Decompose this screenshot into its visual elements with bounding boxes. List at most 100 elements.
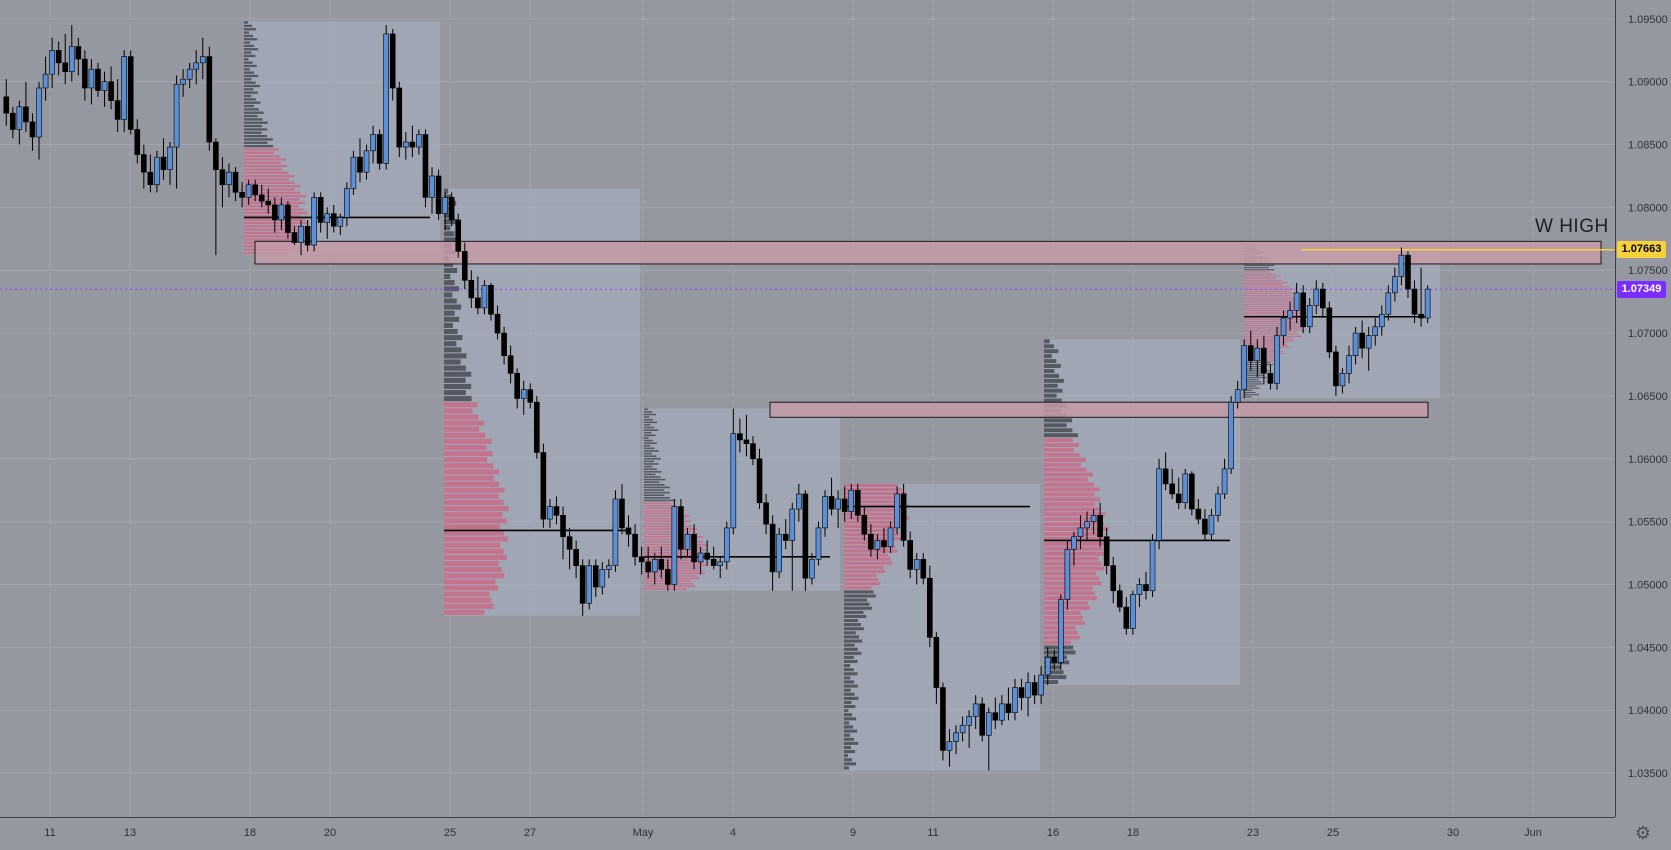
volume-profile-bar bbox=[844, 483, 898, 488]
volume-profile-bar bbox=[444, 451, 493, 457]
gear-icon[interactable]: ⚙ bbox=[1634, 823, 1652, 843]
bullish-candle bbox=[1352, 332, 1359, 357]
bearish-candle bbox=[291, 232, 298, 243]
volume-profile-bar bbox=[644, 450, 659, 452]
volume-profile-bar bbox=[1244, 370, 1270, 372]
volume-profile-bar bbox=[1044, 556, 1099, 561]
volume-profile-bar bbox=[1044, 457, 1086, 462]
volume-profile-bar bbox=[844, 659, 858, 664]
bullish-candle bbox=[154, 156, 160, 186]
volume-profile-bar bbox=[244, 44, 255, 48]
bearish-candle bbox=[560, 515, 566, 538]
volume-profile-bar bbox=[244, 181, 295, 185]
bearish-candle bbox=[750, 443, 756, 460]
bearish-candle bbox=[475, 297, 481, 309]
volume-profile-bar bbox=[1244, 320, 1304, 323]
bullish-candle bbox=[599, 569, 606, 588]
price-chart[interactable] bbox=[0, 0, 1615, 817]
bullish-candle bbox=[173, 83, 180, 148]
volume-profile-bar bbox=[644, 585, 696, 588]
volume-profile-bar bbox=[644, 408, 649, 411]
volume-profile-bar bbox=[844, 750, 856, 754]
volume-profile-bar bbox=[444, 347, 462, 353]
price-tick-label: 1.07000 bbox=[1628, 328, 1668, 340]
bearish-candle bbox=[534, 401, 540, 453]
volume-profile-bar bbox=[444, 554, 507, 560]
volume-profile-bar bbox=[244, 91, 258, 94]
bullish-candle bbox=[1064, 548, 1071, 600]
volume-profile-bar bbox=[244, 195, 306, 198]
bearish-candle bbox=[658, 559, 665, 570]
volume-profile-bar bbox=[444, 457, 488, 463]
volume-profile-bar bbox=[1044, 670, 1064, 675]
bearish-candle bbox=[285, 204, 291, 233]
bearish-candle bbox=[710, 559, 717, 566]
bearish-candle bbox=[127, 56, 134, 130]
volume-profile-bar bbox=[844, 590, 874, 594]
bearish-candle bbox=[665, 569, 671, 585]
bullish-candle bbox=[776, 533, 782, 573]
volume-profile-bar bbox=[844, 606, 872, 610]
bullish-candle bbox=[1306, 305, 1313, 328]
time-axis[interactable]: 11 13 18 20 25 27 May 4 9 11 16 18 23 25 30 Jun bbox=[0, 817, 1615, 845]
price-axis[interactable]: 1.09500 1.09000 1.08500 1.08000 1.07500 1.070… bbox=[1615, 0, 1671, 817]
volume-profile-bar bbox=[444, 463, 494, 469]
volume-profile-bar bbox=[244, 118, 263, 121]
volume-profile-bar bbox=[1244, 368, 1267, 370]
volume-profile-bar bbox=[1244, 269, 1275, 271]
bullish-candle bbox=[1215, 493, 1221, 516]
volume-profile-bar bbox=[1244, 363, 1274, 366]
volume-profile-bar bbox=[644, 497, 670, 499]
bullish-candle bbox=[717, 561, 724, 566]
bullish-candle bbox=[16, 106, 23, 130]
volume-profile-bar bbox=[844, 655, 854, 659]
bearish-candle bbox=[330, 213, 337, 227]
volume-profile-bar bbox=[844, 672, 858, 676]
bearish-candle bbox=[494, 313, 501, 334]
volume-profile-bar bbox=[1044, 561, 1102, 566]
bearish-candle bbox=[219, 169, 226, 186]
volume-profile-bar bbox=[1244, 340, 1295, 342]
bullish-candle bbox=[822, 496, 828, 529]
volume-profile-bar bbox=[644, 463, 659, 465]
bullish-candle bbox=[278, 204, 285, 221]
bullish-candle bbox=[1208, 515, 1215, 535]
volume-profile-bar bbox=[1044, 452, 1080, 457]
bearish-candle bbox=[1169, 483, 1175, 495]
volume-profile-bar bbox=[244, 228, 305, 231]
volume-profile-bar bbox=[1244, 282, 1289, 284]
volume-profile-bar bbox=[244, 68, 250, 71]
volume-profile-bar bbox=[1244, 292, 1297, 295]
volume-profile-bar bbox=[844, 762, 857, 766]
bullish-candle bbox=[953, 732, 959, 742]
bearish-candle bbox=[579, 565, 586, 604]
resistance-zone bbox=[254, 240, 1602, 265]
bullish-candle bbox=[1424, 288, 1431, 319]
bearish-candle bbox=[861, 515, 868, 535]
volume-profile-bar bbox=[444, 237, 459, 243]
volume-profile-bar bbox=[1044, 675, 1067, 680]
volume-profile-bar bbox=[444, 280, 455, 286]
volume-profile-bar bbox=[244, 188, 296, 191]
volume-profile-bar bbox=[1044, 640, 1071, 645]
bearish-candle bbox=[1333, 351, 1339, 387]
volume-profile-bar bbox=[1244, 381, 1262, 383]
volume-profile-bar bbox=[844, 602, 870, 606]
volume-profile-bar bbox=[844, 496, 901, 500]
bullish-candle bbox=[1346, 355, 1352, 374]
bullish-candle bbox=[651, 559, 658, 573]
volume-profile-bar bbox=[1244, 344, 1288, 346]
volume-profile-bar bbox=[844, 619, 858, 623]
volume-profile-bar bbox=[844, 733, 851, 737]
volume-profile-bar bbox=[244, 225, 302, 228]
volume-profile-bar bbox=[444, 524, 500, 530]
volume-profile-bar bbox=[844, 528, 897, 533]
bullish-candle bbox=[167, 146, 173, 170]
time-tick-label: 9 bbox=[850, 827, 856, 839]
volume-profile-bar bbox=[444, 609, 485, 615]
bullish-candle bbox=[1365, 335, 1372, 349]
volume-profile-bar bbox=[644, 486, 670, 489]
volume-profile-bar bbox=[444, 438, 492, 444]
bearish-candle bbox=[1175, 493, 1182, 504]
